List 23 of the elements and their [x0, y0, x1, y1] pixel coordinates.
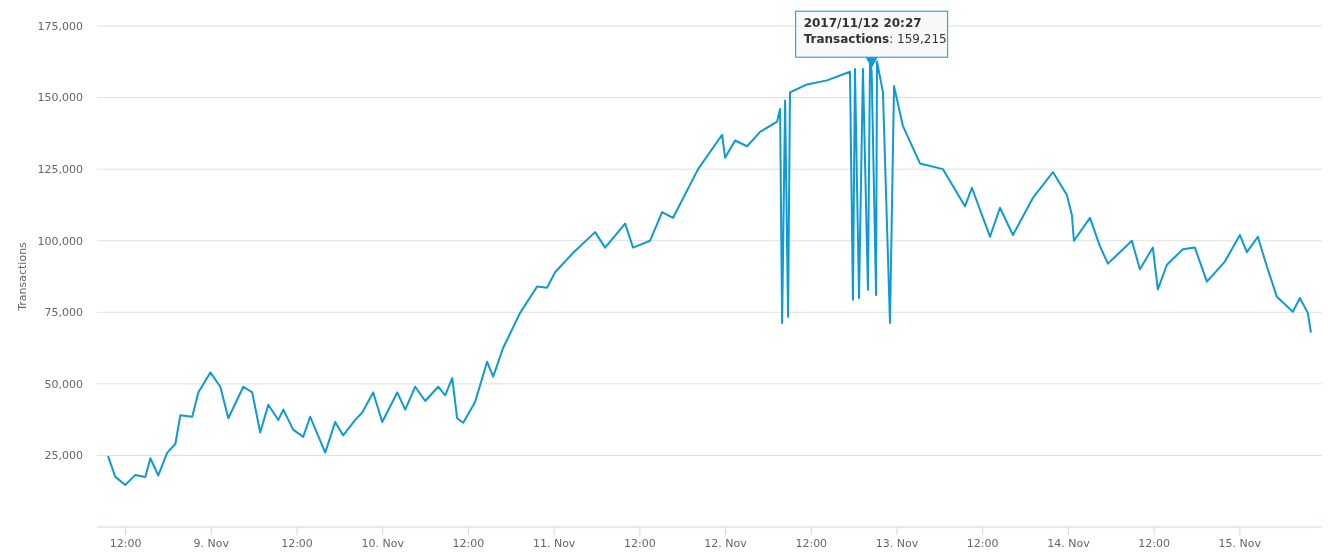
- x-tick-label: 12:00: [452, 537, 485, 550]
- annotation: 2017/11/12 20:27 Transactions: 159,215: [803, 16, 947, 47]
- y-tick-label: 50,000: [44, 377, 83, 391]
- x-tick-label: 12:00: [281, 537, 313, 550]
- x-tick-label: 12:00: [795, 537, 828, 550]
- y-axis-title: Transactions: [16, 241, 29, 312]
- y-tick-label: 125,000: [37, 162, 83, 176]
- y-tick-label: 150,000: [37, 91, 83, 105]
- y-tick-label: 25,000: [44, 449, 83, 463]
- y-tick-label: 100,000: [37, 234, 83, 248]
- y-tick-label: 175,000: [37, 19, 83, 33]
- x-tick-label: 12. Nov: [704, 537, 748, 550]
- x-tick-label: 12:00: [109, 537, 142, 550]
- x-tick-label: 12:00: [1138, 537, 1170, 550]
- x-tick-label: 10. Nov: [361, 537, 405, 550]
- y-tick-label: 75,000: [44, 306, 83, 320]
- x-tick-label: 12:00: [966, 537, 999, 550]
- x-tick-label: 15. Nov: [1218, 537, 1262, 550]
- x-tick-label: 9. Nov: [193, 537, 230, 550]
- x-tick-label: 13. Nov: [875, 537, 919, 550]
- x-tick-label: 14. Nov: [1047, 537, 1091, 550]
- x-tick-label: 12:00: [624, 537, 656, 550]
- x-tick-label: 11. Nov: [532, 537, 576, 550]
